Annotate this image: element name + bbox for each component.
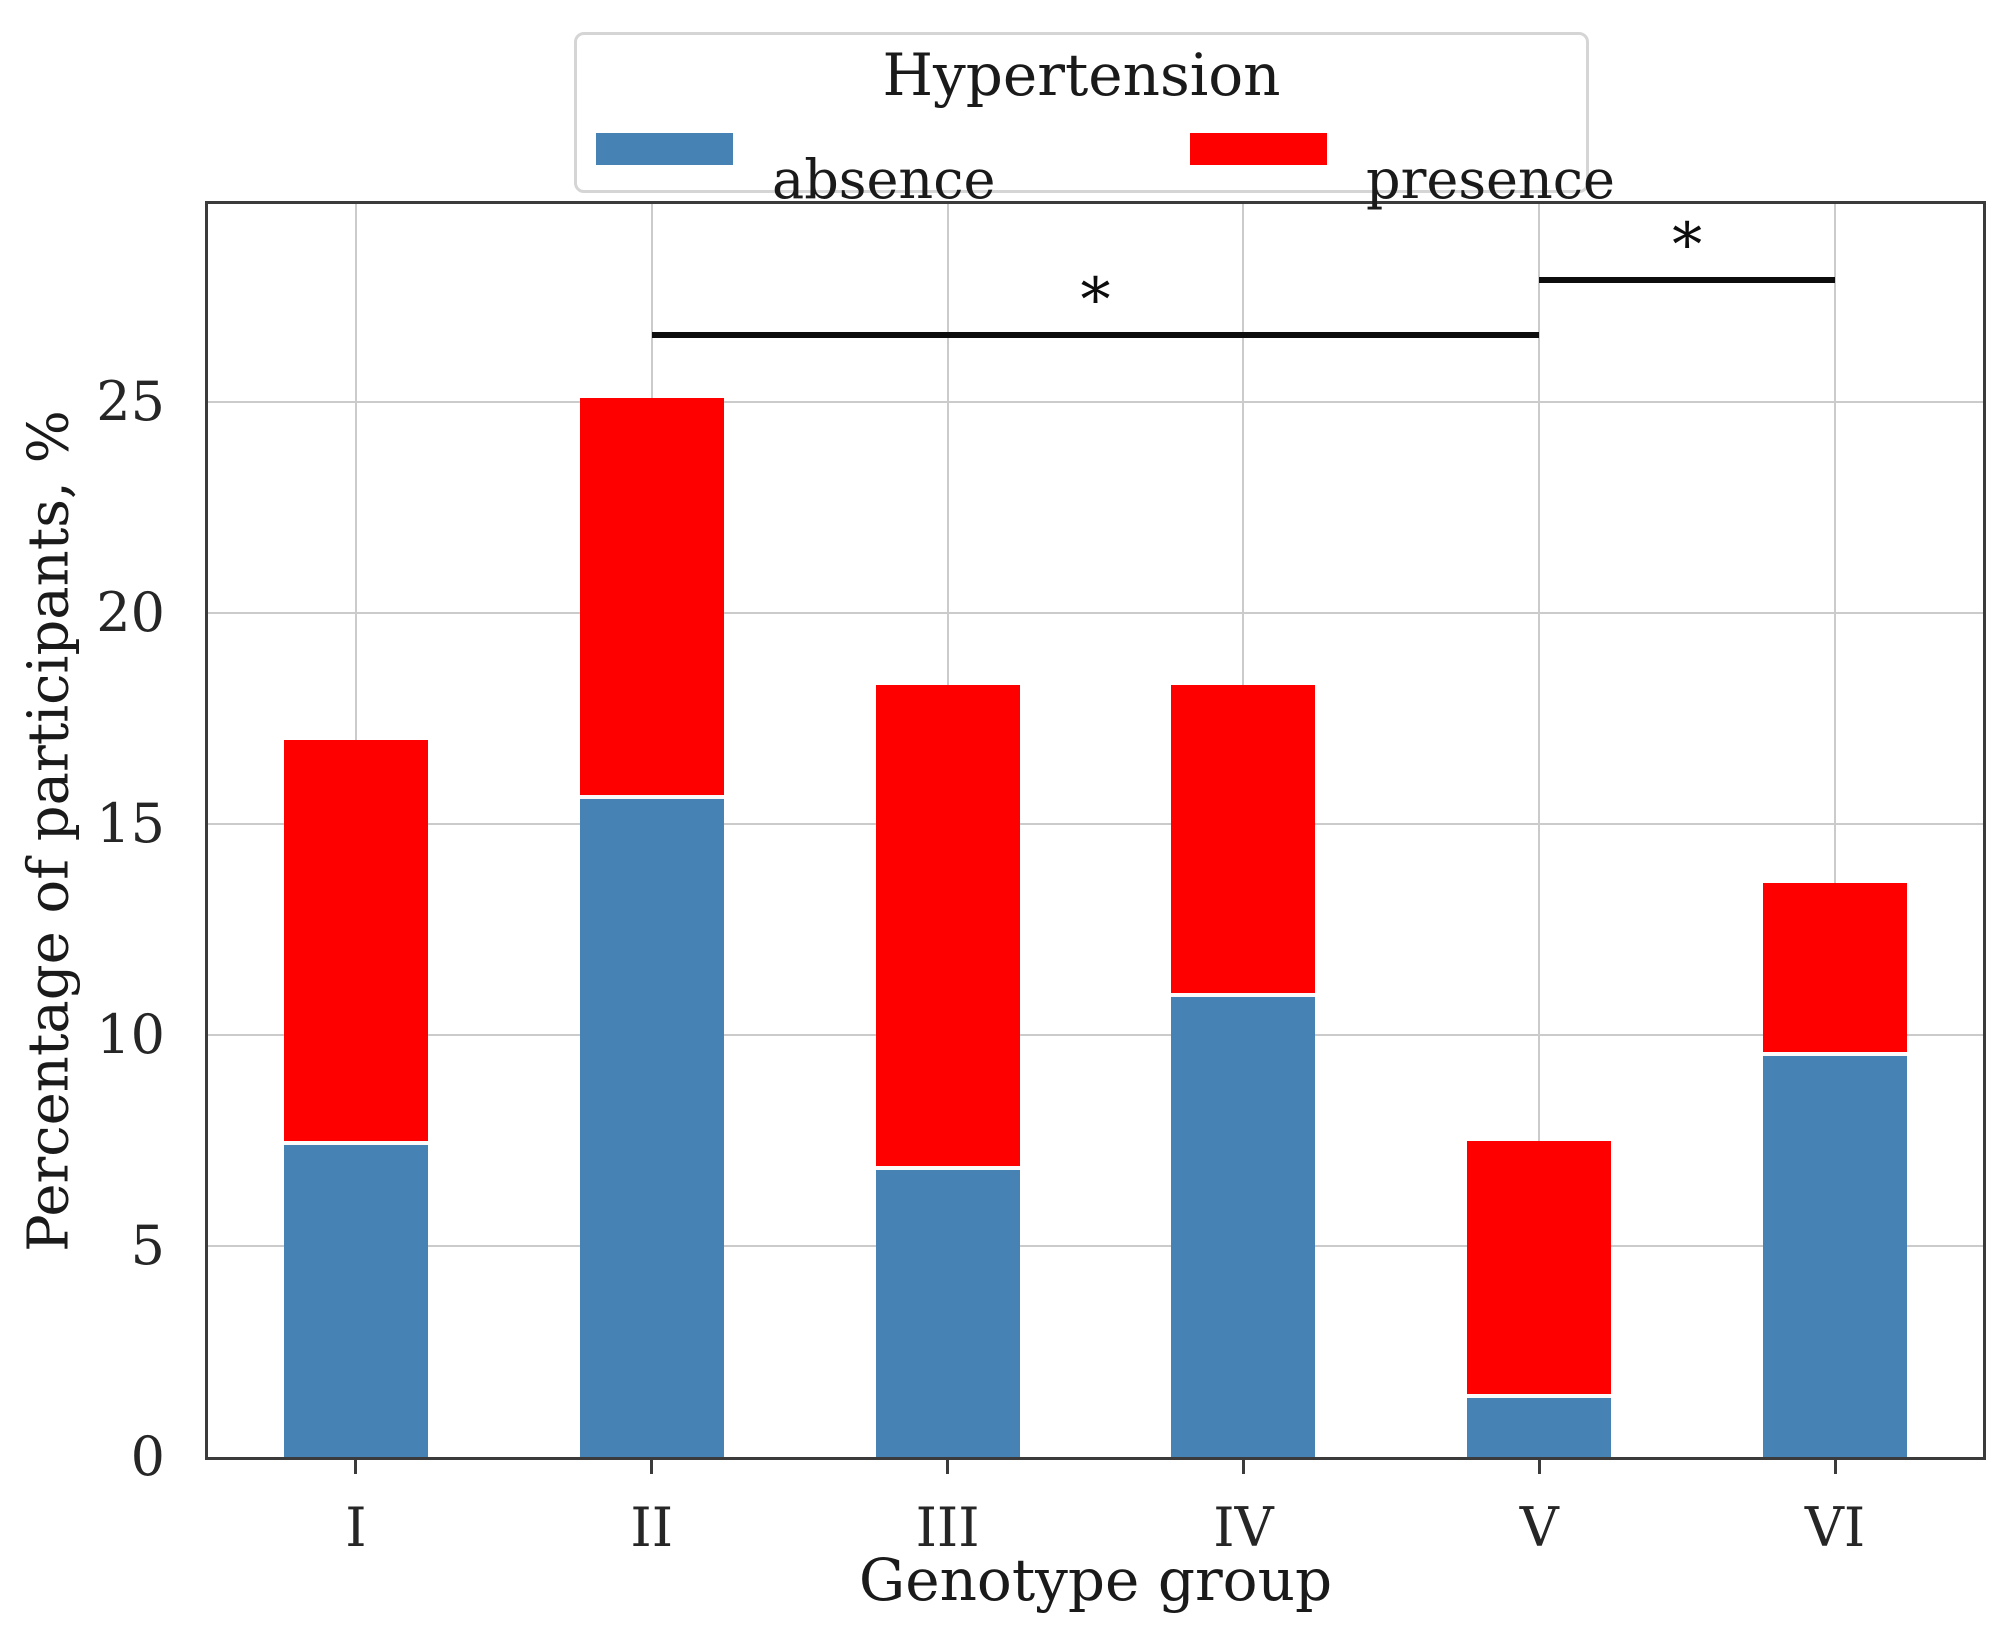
x-tick-label-III: III <box>915 1496 980 1559</box>
gridline-x-V <box>1538 204 1541 1457</box>
x-tick-mark-V <box>1537 1457 1541 1474</box>
y-tick-label-15: 15 <box>96 792 165 856</box>
bar-segment-presence-IV <box>1171 684 1316 998</box>
y-tick-label-5: 5 <box>130 1214 165 1278</box>
legend-swatch-presence <box>1190 133 1327 165</box>
significance-asterisk-2: * <box>1672 209 1703 280</box>
gridline-y-15 <box>208 823 1983 826</box>
plot-area: 0 5 10 15 20 25 I II III IV V VI * * <box>96 201 1986 1557</box>
significance-line-1 <box>651 331 1540 338</box>
bar-segment-absence-III <box>875 1170 1020 1457</box>
legend-label-absence: absence <box>772 148 996 211</box>
x-tick-mark-I <box>354 1457 358 1474</box>
y-tick-label-0: 0 <box>130 1425 165 1488</box>
x-tick-label-VI: VI <box>1804 1496 1866 1559</box>
legend: Hypertension absence presence <box>574 32 1615 209</box>
gridline-y-25 <box>208 401 1983 404</box>
y-tick-label-10: 10 <box>96 1003 165 1067</box>
bar-segment-presence-III <box>875 684 1020 1171</box>
significance-asterisk-1: * <box>1080 264 1111 335</box>
x-tick-label-II: II <box>630 1496 674 1559</box>
x-tick-label-IV: IV <box>1213 1496 1274 1559</box>
y-tick-label-20: 20 <box>96 581 165 645</box>
y-tick-label-25: 25 <box>96 370 165 434</box>
legend-swatch-absence <box>596 133 733 165</box>
bar-segment-absence-VI <box>1763 1056 1908 1457</box>
gridline-y-20 <box>208 612 1983 615</box>
bar-segment-absence-I <box>283 1144 428 1457</box>
x-tick-label-I: I <box>345 1496 367 1559</box>
bar-segment-presence-V <box>1467 1140 1612 1398</box>
bar-segment-absence-II <box>579 798 724 1457</box>
legend-label-presence: presence <box>1366 148 1615 211</box>
significance-line-2 <box>1539 276 1836 283</box>
x-tick-mark-VI <box>1833 1457 1837 1474</box>
gridline-y-10 <box>208 1034 1983 1037</box>
x-tick-mark-IV <box>1241 1457 1245 1474</box>
bar-segment-absence-V <box>1467 1397 1612 1457</box>
bar-segment-absence-IV <box>1171 997 1316 1457</box>
x-tick-label-V: V <box>1519 1496 1559 1559</box>
gridline-y-5 <box>208 1245 1983 1248</box>
gridline-x-VI <box>1834 204 1837 1457</box>
x-tick-mark-II <box>650 1457 654 1474</box>
x-tick-mark-III <box>946 1457 950 1474</box>
legend-title: Hypertension <box>882 41 1281 109</box>
x-axis-label: Genotype group <box>858 1546 1333 1614</box>
bar-segment-presence-II <box>579 398 724 799</box>
bar-segment-presence-I <box>283 739 428 1145</box>
bar-segment-presence-VI <box>1763 883 1908 1057</box>
